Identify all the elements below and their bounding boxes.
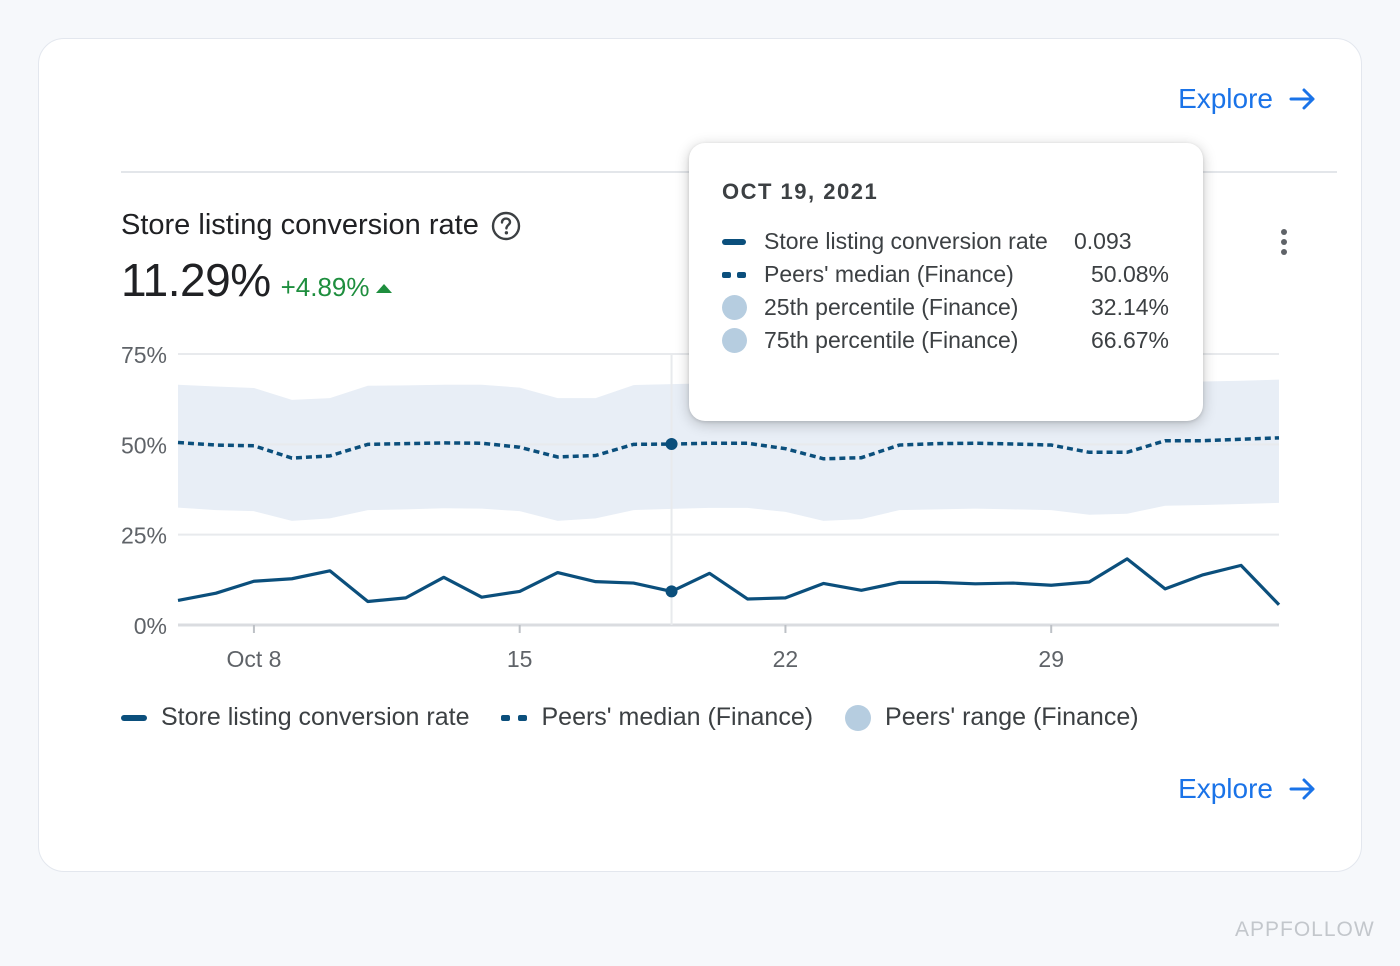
dotted-line-swatch bbox=[722, 271, 746, 278]
peers-median-point bbox=[665, 438, 678, 451]
explore-label: Explore bbox=[1178, 773, 1273, 804]
y-tick-label: 0% bbox=[134, 613, 167, 639]
x-tick-label: 15 bbox=[507, 646, 533, 672]
y-tick-label: 75% bbox=[121, 342, 167, 368]
legend-label: Peers' median (Finance) bbox=[541, 703, 814, 731]
tooltip-row-value: 66.67% bbox=[1090, 327, 1169, 353]
appfollow-watermark: APPFOLLOW bbox=[1235, 918, 1375, 941]
arrow-right-icon bbox=[1289, 88, 1315, 110]
chart-legend: Store listing conversion rate Peers' med… bbox=[121, 703, 1139, 732]
triangle-up-icon bbox=[375, 283, 392, 293]
y-tick-label: 25% bbox=[121, 523, 167, 549]
metric-title-text: Store listing conversion rate bbox=[121, 209, 479, 241]
chart-tooltip: OCT 19, 2021 Store listing conversion ra… bbox=[689, 143, 1203, 421]
x-tick-label: 22 bbox=[773, 646, 799, 672]
conversion-rate-card: Explore Store listing conversion rate 11… bbox=[38, 38, 1362, 872]
x-tick-label: 29 bbox=[1038, 646, 1064, 672]
conversion-rate-line bbox=[177, 557, 1281, 606]
circle-swatch bbox=[722, 295, 747, 320]
tooltip-row-value: 32.14% bbox=[1090, 294, 1169, 320]
explore-link-top[interactable]: Explore bbox=[1178, 83, 1317, 115]
arrow-right-icon bbox=[1289, 778, 1315, 800]
tooltip-row-value: 50.08% bbox=[1090, 261, 1169, 287]
circle-swatch bbox=[845, 704, 872, 731]
dotted-line-swatch bbox=[501, 714, 528, 721]
tooltip-row-conversion-rate: Store listing conversion rate 0.093 bbox=[722, 225, 1169, 258]
tooltip-row-label: 25th percentile (Finance) bbox=[764, 294, 1019, 320]
conversion-rate-point bbox=[665, 585, 678, 598]
explore-link-bottom[interactable]: Explore bbox=[1178, 773, 1317, 805]
legend-label: Peers' range (Finance) bbox=[885, 703, 1139, 731]
tooltip-row-peers-median: Peers' median (Finance) 50.08% bbox=[722, 258, 1169, 291]
metric-value: 11.29% bbox=[121, 254, 271, 306]
legend-item-peers-median[interactable]: Peers' median (Finance) bbox=[501, 703, 813, 732]
legend-label: Store listing conversion rate bbox=[161, 703, 470, 731]
metric-delta: +4.89% bbox=[281, 272, 392, 303]
tooltip-row-label: 75th percentile (Finance) bbox=[764, 327, 1019, 353]
tooltip-row-label: Peers' median (Finance) bbox=[764, 261, 1014, 287]
legend-item-conversion-rate[interactable]: Store listing conversion rate bbox=[121, 703, 469, 732]
tooltip-row-value: 0.093 bbox=[1074, 228, 1132, 254]
metric-title: Store listing conversion rate bbox=[121, 209, 521, 242]
circle-swatch bbox=[722, 328, 747, 353]
solid-line-swatch bbox=[722, 238, 746, 245]
legend-item-peers-range[interactable]: Peers' range (Finance) bbox=[845, 703, 1139, 732]
tooltip-row-75th-percentile: 75th percentile (Finance) 66.67% bbox=[722, 324, 1169, 357]
y-tick-label: 50% bbox=[121, 432, 167, 458]
tooltip-row-label: Store listing conversion rate bbox=[764, 228, 1048, 254]
x-tick-label: Oct 8 bbox=[226, 646, 281, 672]
explore-label: Explore bbox=[1178, 83, 1273, 114]
metric-value-row: 11.29% +4.89% bbox=[121, 253, 392, 307]
more-options-icon[interactable] bbox=[1269, 225, 1299, 259]
solid-line-swatch bbox=[121, 714, 147, 721]
metric-delta-text: +4.89% bbox=[280, 272, 370, 302]
help-icon[interactable] bbox=[491, 211, 521, 241]
tooltip-date: OCT 19, 2021 bbox=[722, 179, 879, 204]
tooltip-row-25th-percentile: 25th percentile (Finance) 32.14% bbox=[722, 291, 1169, 324]
